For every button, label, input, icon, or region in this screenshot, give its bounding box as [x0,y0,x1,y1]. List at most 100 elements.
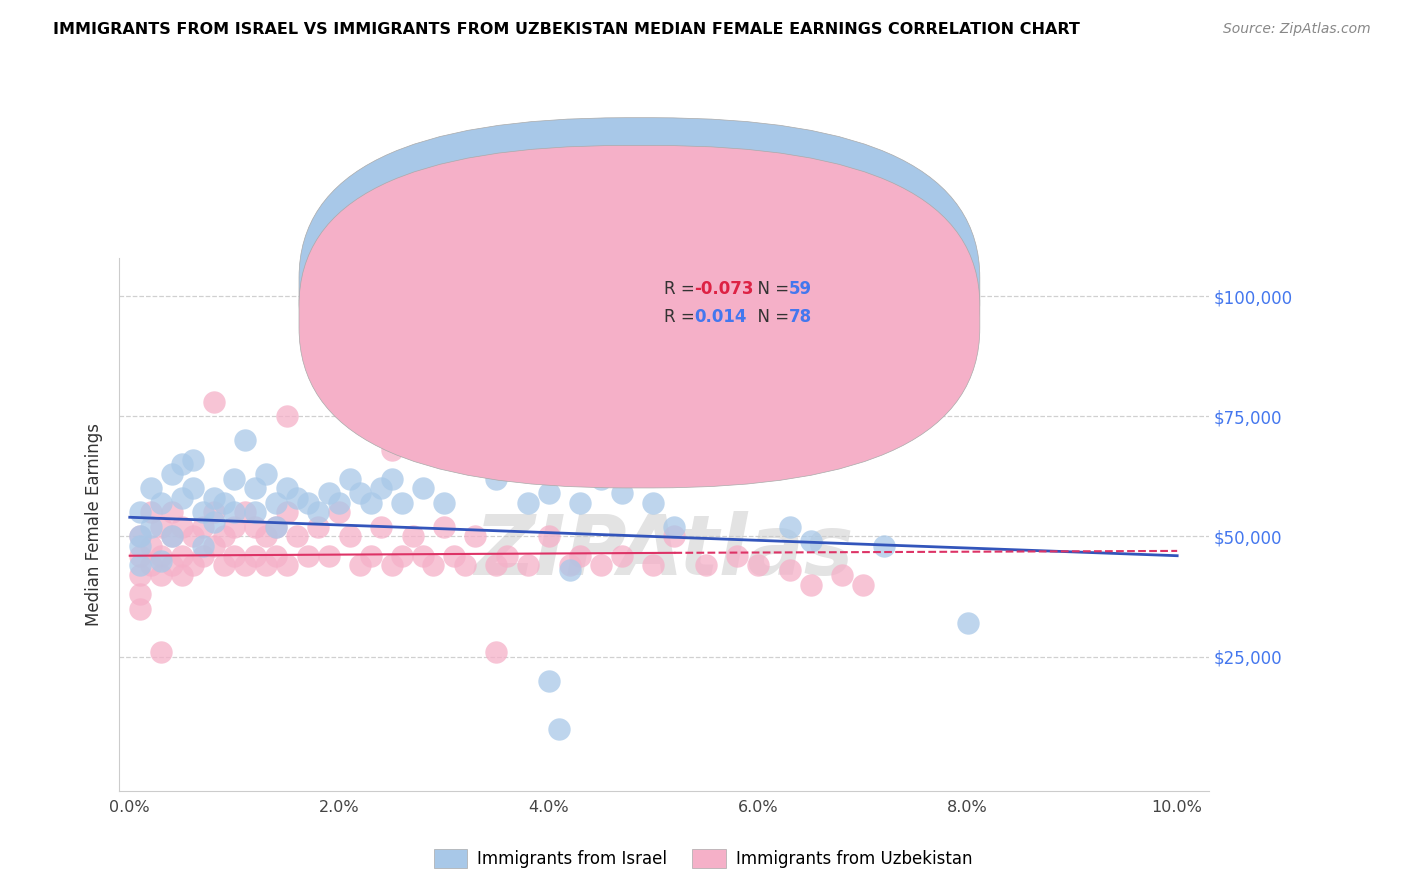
Point [422,558,444,573]
Point [191,506,214,520]
Point [181,452,204,467]
Point [318,549,340,563]
Point [339,472,361,486]
Point [266,520,288,534]
Point [800,534,823,549]
Point [276,482,298,496]
FancyBboxPatch shape [605,252,893,333]
Point [443,549,465,563]
Point [139,539,162,553]
Point [160,529,183,543]
Point [779,520,801,534]
Point [558,558,581,573]
Point [202,539,225,553]
Point [537,486,560,500]
Point [139,558,162,573]
Text: R =: R = [664,308,700,326]
Point [569,549,592,563]
Point [285,529,308,543]
Point [254,558,277,573]
Point [548,722,571,736]
Point [297,496,319,510]
Point [433,520,456,534]
Point [643,496,665,510]
Point [956,615,979,630]
Point [150,496,173,510]
Point [307,520,329,534]
Point [695,558,717,573]
Point [328,506,350,520]
Point [266,549,288,563]
Point [443,347,465,361]
Point [537,673,560,688]
Point [224,472,246,486]
Point [181,558,204,573]
Text: 0.014: 0.014 [695,308,747,326]
Point [150,645,173,659]
Point [433,496,456,510]
Point [172,549,194,563]
Point [150,520,173,534]
Point [129,529,152,543]
Point [349,486,371,500]
Text: R =: R = [664,280,700,298]
Point [370,520,392,534]
Point [412,482,434,496]
Point [202,515,225,529]
Point [160,558,183,573]
Point [610,549,633,563]
Text: ZIPAtlas: ZIPAtlas [474,510,853,591]
Point [537,529,560,543]
Point [191,549,214,563]
Point [485,472,508,486]
Point [172,568,194,582]
Point [360,549,382,563]
Point [160,506,183,520]
Point [464,529,486,543]
Point [266,520,288,534]
Point [212,496,235,510]
Point [516,558,538,573]
Point [172,491,194,505]
Point [224,506,246,520]
Point [129,587,152,601]
Point [245,506,267,520]
Y-axis label: Median Female Earnings: Median Female Earnings [86,423,103,626]
Point [202,491,225,505]
Point [643,558,665,573]
Point [233,506,256,520]
Point [224,520,246,534]
Point [370,482,392,496]
Text: N =: N = [747,280,794,298]
Point [129,601,152,615]
FancyBboxPatch shape [299,145,980,488]
Point [285,491,308,505]
Point [391,549,413,563]
Point [454,558,477,573]
Point [831,568,853,582]
Point [139,520,162,534]
Point [212,529,235,543]
Point [224,549,246,563]
Point [172,520,194,534]
Point [129,529,152,543]
Point [485,645,508,659]
Text: N =: N = [747,308,794,326]
Text: -0.073: -0.073 [695,280,754,298]
Point [747,558,769,573]
Point [558,563,581,577]
Point [276,506,298,520]
Point [191,539,214,553]
Point [254,467,277,481]
Point [160,529,183,543]
Point [202,506,225,520]
Point [129,568,152,582]
Point [139,506,162,520]
Point [129,506,152,520]
Point [245,482,267,496]
Point [516,496,538,510]
Point [391,496,413,510]
Point [129,549,152,563]
Point [381,558,404,573]
Point [297,549,319,563]
